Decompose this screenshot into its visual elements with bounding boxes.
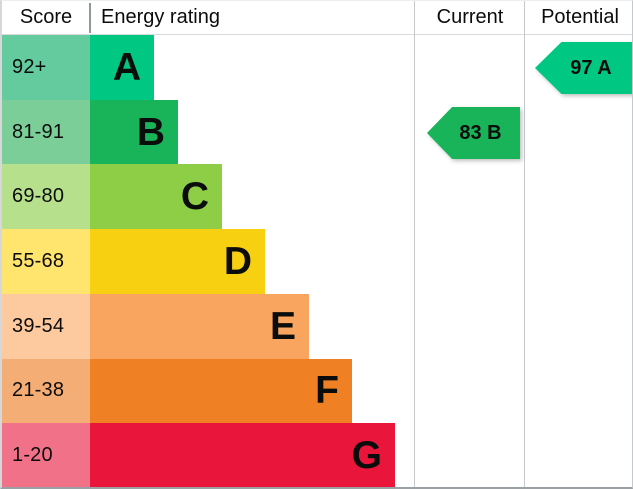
current-column-divider xyxy=(414,1,415,487)
score-range-cell: 92+ xyxy=(2,35,90,100)
band-row-b: 81-91 B xyxy=(2,99,632,165)
current-rating-label: 83 B xyxy=(459,121,502,144)
score-range-cell: 69-80 xyxy=(2,164,90,230)
rating-bar-f: F xyxy=(90,358,352,424)
header-current: Current xyxy=(436,6,504,28)
rating-bar-c: C xyxy=(90,164,222,230)
score-column-divider xyxy=(89,3,91,33)
potential-column-divider xyxy=(524,1,525,487)
score-range-cell: 39-54 xyxy=(2,293,90,359)
header-score: Score xyxy=(19,6,73,28)
score-range-cell: 55-68 xyxy=(2,229,90,294)
score-range-cell: 81-91 xyxy=(2,99,90,165)
header-potential: Potential xyxy=(541,6,619,28)
potential-rating-label: 97 A xyxy=(570,56,612,79)
score-range-cell: 21-38 xyxy=(2,358,90,424)
rating-bar-b: B xyxy=(90,99,178,165)
band-row-f: 21-38 F xyxy=(2,358,632,424)
current-rating-arrow: 83 B xyxy=(427,107,520,159)
potential-rating-arrow: 97 A xyxy=(535,42,632,94)
rating-bar-g: G xyxy=(90,423,395,487)
band-row-d: 55-68 D xyxy=(2,229,632,294)
rating-bands: 92+ A 81-91 B 69-80 C 55-68 D 39-54 E 21-38 F 1-20 G xyxy=(2,35,632,487)
band-row-c: 69-80 C xyxy=(2,164,632,230)
header-energy-rating: Energy rating xyxy=(101,6,220,28)
band-row-e: 39-54 E xyxy=(2,293,632,359)
rating-bar-d: D xyxy=(90,229,265,294)
band-row-a: 92+ A xyxy=(2,35,632,100)
score-range-cell: 1-20 xyxy=(2,423,90,487)
rating-bar-a: A xyxy=(90,35,154,100)
potential-rating-marker: 97 A xyxy=(535,42,632,94)
band-row-g: 1-20 G xyxy=(2,423,632,487)
rating-bar-e: E xyxy=(90,293,309,359)
current-rating-marker: 83 B xyxy=(427,107,520,159)
chart-header: Score Energy rating Current Potential xyxy=(2,1,632,35)
